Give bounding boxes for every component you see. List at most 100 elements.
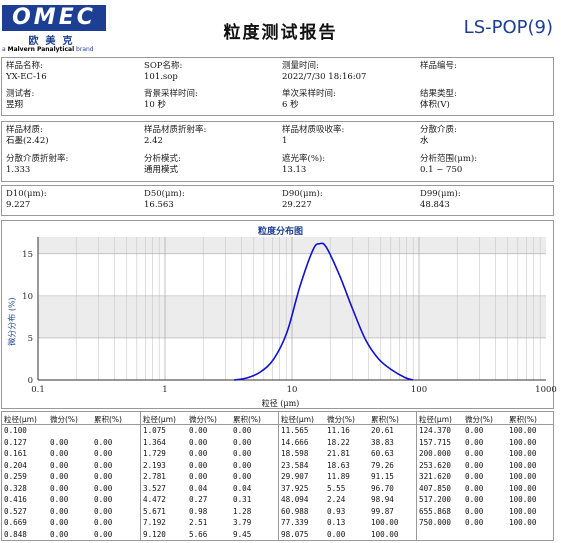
y-tick-label: 0 — [28, 376, 33, 386]
table-cell: 100.00 — [509, 449, 537, 458]
table-header: 粒径(μm) 微分(%) 累积(%) — [141, 412, 278, 425]
table-cell: 0.00 — [94, 495, 113, 504]
table-cell: 98.94 — [371, 495, 394, 504]
info-d50: D50(μm): 16.563 — [144, 189, 185, 210]
table-row: 0.328 0.00 0.00 — [2, 483, 140, 495]
table-cell: 0.00 — [94, 472, 113, 481]
table-cell: 0.00 — [233, 472, 252, 481]
table-cell: 48.094 — [281, 495, 309, 504]
table-cell: 100.00 — [509, 472, 537, 481]
table-cell: 0.00 — [50, 506, 69, 516]
table-row: 14.666 18.22 38.83 — [279, 437, 416, 449]
table-cell: 0.00 — [233, 460, 252, 470]
table-cell: 200.000 — [419, 449, 452, 458]
table-cell: 2.51 — [189, 518, 208, 527]
table-cell: 407.850 — [419, 483, 452, 493]
table-cell: 0.00 — [94, 460, 113, 470]
table-cell: 14.666 — [281, 437, 309, 447]
table-cell: 100.00 — [509, 460, 537, 470]
table-header-cell: 粒径(μm) — [419, 415, 452, 424]
table-cell: 96.70 — [371, 483, 394, 493]
info-d10: D10(μm): 9.227 — [6, 189, 47, 210]
table-cell: 0.127 — [4, 437, 27, 447]
table-cell: 100.00 — [509, 483, 537, 493]
table-cell: 0.00 — [189, 426, 208, 435]
table-cell: 2.24 — [327, 495, 346, 504]
table-cell: 0.98 — [189, 506, 208, 516]
table-row: 11.565 11.16 20.61 — [279, 425, 416, 437]
table-row: 0.204 0.00 0.00 — [2, 460, 140, 472]
table-row: 0.527 0.00 0.00 — [2, 506, 140, 518]
table-cell: 99.87 — [371, 506, 394, 516]
table-column-group: 粒径(μm) 微分(%) 累积(%) 11.565 11.16 20.61 14.666 18… — [278, 412, 416, 540]
table-cell: 0.204 — [4, 460, 27, 470]
table-cell: 0.00 — [465, 449, 484, 458]
table-row: 4.472 0.27 0.31 — [141, 494, 278, 506]
info-material-ri: 样品材质折射率: 2.42 — [144, 125, 207, 146]
table-cell: 321.620 — [419, 472, 452, 481]
table-cell: 0.00 — [50, 495, 69, 504]
y-tick-label: 15 — [22, 250, 33, 260]
table-row: 0.848 0.00 0.00 — [2, 529, 140, 541]
table-row: 0.161 0.00 0.00 — [2, 448, 140, 460]
measurement-info-section: 样品名称: YX-EC-16 SOP名称: 101.sop 测量时间: 2022/7/… — [1, 57, 554, 116]
report-title: 粒度测试报告 — [223, 23, 338, 43]
table-cell: 0.93 — [327, 506, 346, 516]
table-header-cell: 粒径(μm) — [143, 415, 176, 424]
table-row: 200.000 0.00 100.00 — [417, 448, 553, 460]
table-header: 粒径(μm) 微分(%) 累积(%) — [417, 412, 553, 425]
table-row: 0.669 0.00 0.00 — [2, 517, 140, 529]
table-cell: 0.00 — [50, 437, 69, 447]
table-header-cell: 累积(%) — [94, 415, 122, 424]
table-cell: 1.729 — [143, 449, 166, 458]
table-cell: 0.27 — [189, 495, 208, 504]
table-row: 7.192 2.51 3.79 — [141, 517, 278, 529]
instrument-model: LS-POP(9) — [463, 17, 553, 38]
table-cell: 0.527 — [4, 506, 27, 516]
table-cell: 23.584 — [281, 460, 309, 470]
table-cell: 0.00 — [94, 449, 113, 458]
table-cell: 0.00 — [465, 483, 484, 493]
x-tick-label: 100 — [411, 385, 427, 395]
table-cell: 517.200 — [419, 495, 452, 504]
chart-x-axis-label: 粒径 (μm) — [261, 399, 300, 408]
table-cell: 655.868 — [419, 506, 452, 516]
table-cell: 37.925 — [281, 483, 309, 493]
table-cell: 0.416 — [4, 495, 27, 504]
table-cell: 98.075 — [281, 529, 309, 539]
info-measure-time: 测量时间: 2022/7/30 18:16:07 — [282, 61, 367, 82]
table-cell: 4.472 — [143, 495, 166, 504]
table-row: 0.416 0.00 0.00 — [2, 494, 140, 506]
table-cell: 750.000 — [419, 518, 452, 527]
table-cell: 7.192 — [143, 518, 166, 527]
table-header-cell: 微分(%) — [465, 415, 493, 424]
table-cell: 100.00 — [509, 506, 537, 516]
table-header-cell: 累积(%) — [509, 415, 537, 424]
info-d99: D99(μm): 48.843 — [420, 189, 461, 210]
table-row: 0.127 0.00 0.00 — [2, 437, 140, 449]
table-cell: 0.00 — [233, 437, 252, 447]
table-row: 18.598 21.81 60.63 — [279, 448, 416, 460]
table-cell: 124.370 — [419, 426, 452, 435]
table-cell: 11.565 — [281, 426, 309, 435]
table-cell: 0.04 — [233, 483, 252, 493]
table-row: 98.075 0.00 100.00 — [279, 529, 416, 541]
table-cell: 0.848 — [4, 529, 27, 539]
table-column-group: 粒径(μm) 微分(%) 累积(%) 0.100 0.127 0.00 0.00 0.161 0… — [2, 412, 140, 540]
table-cell: 0.00 — [465, 472, 484, 481]
table-row: 0.259 0.00 0.00 — [2, 471, 140, 483]
table-cell: 0.00 — [465, 518, 484, 527]
table-row: 124.370 0.00 100.00 — [417, 425, 553, 437]
table-cell: 0.00 — [94, 437, 113, 447]
table-cell: 0.259 — [4, 472, 27, 481]
table-cell: 0.00 — [327, 529, 346, 539]
table-cell: 5.55 — [327, 483, 346, 493]
table-cell: 0.00 — [465, 437, 484, 447]
table-row: 3.527 0.04 0.04 — [141, 483, 278, 495]
info-operator: 测试者: 昱翔 — [6, 89, 35, 110]
table-row: 48.094 2.24 98.94 — [279, 494, 416, 506]
table-cell: 0.00 — [465, 495, 484, 504]
table-cell: 5.66 — [189, 529, 208, 539]
table-cell: 1.364 — [143, 437, 166, 447]
